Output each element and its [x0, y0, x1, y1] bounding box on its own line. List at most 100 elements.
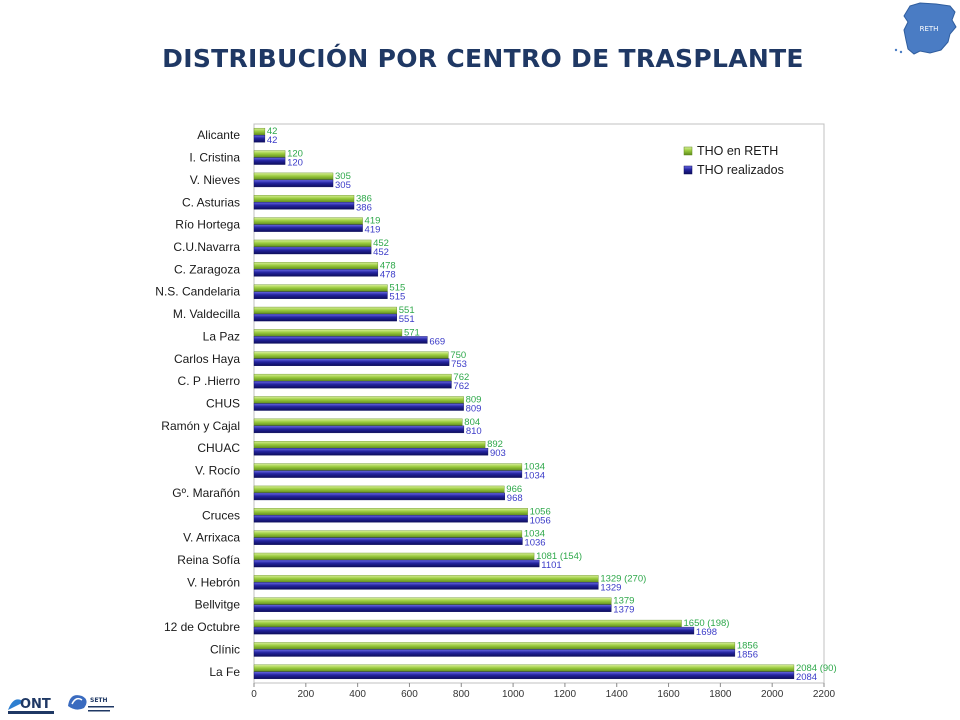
- x-tick-label: 2200: [813, 689, 836, 700]
- bar-label-reth: 750: [450, 350, 466, 361]
- bar-label-realizados: 1379: [613, 605, 634, 616]
- bar-label-reth: 1856: [737, 640, 758, 651]
- category-label: C. P .Hierro: [178, 374, 241, 388]
- category-label: Alicante: [197, 128, 240, 142]
- bar-label-reth: 892: [487, 439, 503, 450]
- spain-map-logo: RETH: [894, 2, 957, 55]
- bar-tho-realizados: [253, 336, 428, 344]
- bar-tho-realizados: [253, 626, 695, 635]
- bar-label-reth: 804: [464, 417, 480, 428]
- category-label: Cruces: [202, 508, 240, 522]
- map-label: RETH: [920, 25, 939, 33]
- bar-label-reth: 452: [373, 238, 389, 249]
- bar-label-reth: 305: [335, 171, 351, 182]
- bar-label-reth: 42: [267, 126, 278, 137]
- bar-tho-reth: [253, 262, 379, 270]
- bar-tho-realizados: [253, 313, 397, 322]
- bar-tho-reth: [253, 619, 682, 628]
- category-label: Río Hortega: [175, 218, 240, 232]
- category-label: Clínic: [210, 642, 240, 656]
- bar-tho-reth: [253, 127, 266, 136]
- bar-tho-reth: [253, 150, 286, 158]
- legend: THO en RETH THO realizados: [683, 144, 784, 177]
- bar-tho-reth: [253, 239, 372, 248]
- x-tick-label: 1600: [657, 689, 680, 700]
- bar-tho-realizados: [253, 559, 540, 568]
- bar-tho-reth: [253, 195, 355, 203]
- category-label: V. Arrixaca: [183, 531, 240, 545]
- bar-label-reth: 1081 (154): [536, 551, 582, 562]
- bar-label-realizados: 2084: [796, 672, 817, 683]
- bar-label-realizados: 810: [466, 426, 482, 437]
- legend-label: THO realizados: [697, 163, 784, 177]
- category-label: I. Cristina: [189, 151, 240, 165]
- bar-tho-realizados: [253, 380, 452, 389]
- bar-tho-realizados: [253, 291, 388, 299]
- bar-label-realizados: 1856: [737, 649, 758, 660]
- ont-logo: ONT: [8, 697, 54, 714]
- x-tick-label: 400: [349, 689, 366, 700]
- bar-label-reth: 809: [466, 395, 482, 406]
- category-label: La Fe: [209, 665, 240, 679]
- bar-label-reth: 419: [365, 216, 381, 227]
- bar-tho-reth: [253, 485, 505, 494]
- bar-label-reth: 478: [380, 260, 396, 271]
- bar-label-realizados: 305: [335, 180, 351, 191]
- bar-tho-reth: [253, 306, 397, 315]
- bar-label-realizados: 1698: [696, 627, 717, 638]
- svg-text:ONT: ONT: [20, 697, 51, 712]
- bar-tho-reth: [253, 284, 388, 292]
- bar-tho-reth: [253, 418, 463, 427]
- bar-label-realizados: 1101: [541, 560, 561, 571]
- x-tick-label: 0: [251, 689, 257, 700]
- bar-label-reth: 1056: [530, 506, 551, 517]
- category-label: Reina Sofía: [177, 553, 240, 567]
- bar-tho-reth: [253, 172, 334, 181]
- bar-tho-reth: [253, 664, 795, 673]
- x-tick-label: 1400: [606, 689, 629, 700]
- category-label: C. Asturias: [182, 195, 240, 209]
- bar-tho-reth: [253, 217, 363, 225]
- bar-label-realizados: 1056: [530, 515, 551, 526]
- category-label: La Paz: [203, 329, 240, 343]
- bar-tho-reth: [253, 441, 486, 449]
- bar-label-reth: 762: [453, 372, 469, 383]
- category-label: Bellvitge: [195, 598, 241, 612]
- bar-tho-reth: [253, 329, 403, 337]
- bar-label-reth: 1034: [524, 462, 545, 473]
- bar-tho-realizados: [253, 269, 379, 277]
- x-tick-label: 800: [453, 689, 470, 700]
- bar-tho-reth: [253, 530, 523, 538]
- bar-label-realizados: 551: [399, 314, 415, 325]
- bar-tho-reth: [253, 351, 449, 359]
- bar-label-realizados: 515: [389, 292, 405, 303]
- legend-swatch: [683, 165, 693, 175]
- bar-tho-realizados: [253, 246, 372, 255]
- x-tick-label: 1200: [554, 689, 577, 700]
- bar-tho-reth: [253, 508, 528, 516]
- seth-logo: SETH: [68, 695, 114, 712]
- bar-label-reth: 966: [506, 484, 522, 495]
- bar-tho-realizados: [253, 403, 464, 411]
- bar-tho-reth: [253, 373, 452, 382]
- bar-tho-realizados: [253, 179, 334, 188]
- x-tick-label: 1800: [709, 689, 732, 700]
- page-title: DISTRIBUCIÓN POR CENTRO DE TRASPLANTE: [162, 44, 804, 73]
- bar-tho-realizados: [253, 448, 489, 456]
- category-label: Gº. Marañón: [172, 486, 240, 500]
- bar-label-reth: 571: [404, 327, 420, 338]
- category-label: M. Valdecilla: [173, 307, 240, 321]
- category-label: 12 de Octubre: [164, 620, 240, 634]
- bar-tho-reth: [253, 597, 612, 605]
- category-label: CHUAC: [197, 441, 240, 455]
- category-label: V. Rocío: [195, 464, 240, 478]
- category-label: V. Nieves: [190, 173, 240, 187]
- bar-tho-realizados: [253, 604, 612, 612]
- bar-tho-realizados: [253, 157, 286, 165]
- island-dot: [899, 50, 903, 54]
- x-tick-label: 600: [401, 689, 418, 700]
- bar-label-reth: 1034: [524, 529, 545, 540]
- spain-map-icon: [903, 2, 957, 55]
- x-tick-label: 2000: [761, 689, 784, 700]
